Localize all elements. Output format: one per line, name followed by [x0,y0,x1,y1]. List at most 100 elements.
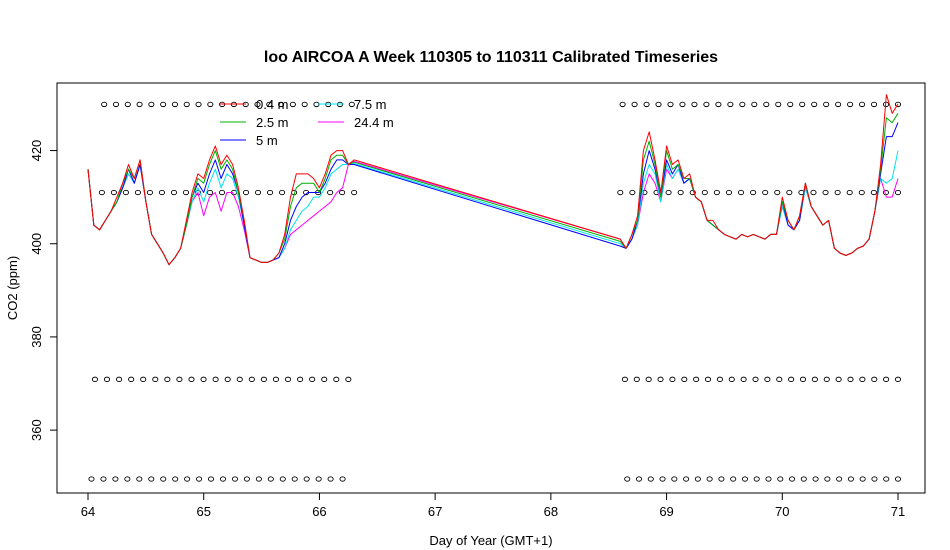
calibration-marker [846,189,853,196]
calibration-marker [170,189,178,196]
calibration-marker [718,476,725,482]
calibration-marker [701,189,708,196]
calibration-marker [737,189,745,196]
calibration-marker [345,376,352,382]
calibration-marker [659,476,666,482]
calibration-marker [677,189,684,196]
calibration-marker [728,376,735,382]
calibration-marker [200,376,207,382]
calibration-marker [196,476,203,482]
calibration-marker [704,376,712,382]
calibration-marker [693,376,700,382]
calibration-marker [182,189,190,196]
calibration-marker [116,376,123,382]
calibration-marker [146,189,153,196]
calibration-marker [762,189,769,196]
calibration-marker [894,189,902,196]
calibration-marker [859,376,866,382]
calibration-marker [254,189,262,196]
calibration-marker [148,476,155,482]
calibration-marker [847,376,854,382]
calibration-marker [788,376,795,382]
calibration-marker [289,101,296,108]
calibration-marker [681,376,688,382]
calibration-marker [715,101,722,108]
calibration-marker [764,376,771,382]
calibration-marker [266,101,273,108]
calibration-marker [763,101,770,108]
calibration-marker [706,476,713,482]
calibration-marker [272,376,280,382]
calibration-marker [883,376,890,382]
calibration-marker [164,376,171,382]
calibration-marker [753,476,760,482]
calibration-marker [811,376,818,382]
series-line-5-m [87,122,899,266]
calibration-marker [683,476,690,482]
calibration-marker [776,376,783,382]
chart-title: loo AIRCOA A Week 110305 to 110311 Calib… [264,49,718,66]
calibration-marker [799,101,806,108]
calibration-marker [835,101,842,108]
calibration-marker [635,476,643,482]
calibration-marker [788,476,796,482]
calibration-marker [822,189,829,196]
calibration-marker [112,101,120,108]
calibration-marker [727,101,734,108]
calibration-marker [694,476,701,482]
calibration-marker [619,101,626,108]
calibration-marker [242,189,250,196]
x-axis: 64 65 66 67 68 69 70 71 [81,493,905,519]
calibration-marker [752,376,759,382]
calibration-marker [870,189,877,196]
x-tick-label: 70 [775,504,789,519]
calibration-marker [231,476,239,482]
calibration-marker [621,376,628,382]
calibration-marker [741,476,749,482]
calibration-marker [100,476,107,482]
calibration-marker [176,376,183,382]
calibration-marker [858,189,865,196]
x-tick-label: 64 [81,504,95,519]
calibration-marker [657,376,664,382]
calibration-marker [284,376,292,382]
y-tick-label: 380 [29,326,44,348]
calibration-markers [88,101,902,482]
calibration-marker [172,476,179,482]
calibration-marker [148,101,155,108]
calibration-marker [859,476,866,482]
calibration-marker [689,189,696,196]
series-line-0-4-m [87,94,899,266]
calibration-marker [810,189,817,196]
y-axis-label: CO2 (ppm) [5,256,20,320]
calibration-marker [824,476,831,482]
calibration-marker [207,476,215,482]
calibration-marker [260,376,267,382]
calibration-marker [836,476,843,482]
y-tick-label: 360 [29,419,44,441]
calibration-marker [703,101,710,108]
calibration-marker [823,376,830,382]
calibration-marker [128,376,135,382]
calibration-marker [254,101,261,108]
calibration-marker [351,189,358,196]
calibration-marker [812,476,819,482]
calibration-marker [327,189,334,196]
calibration-marker [171,101,179,108]
calibration-marker [799,376,807,382]
calibration-marker [112,476,119,482]
calibration-marker [655,101,662,108]
calibration-marker [847,101,854,108]
legend-label: 24.4 m [354,115,394,130]
calibration-marker [140,376,147,382]
calibration-marker [894,376,902,382]
calibration-marker [617,189,624,196]
calibration-marker [301,101,308,108]
calibration-marker [224,376,231,382]
calibration-marker [679,101,686,108]
calibration-marker [267,189,274,196]
calibration-marker [184,476,191,482]
calibration-marker [716,376,723,382]
calibration-marker [278,101,285,108]
